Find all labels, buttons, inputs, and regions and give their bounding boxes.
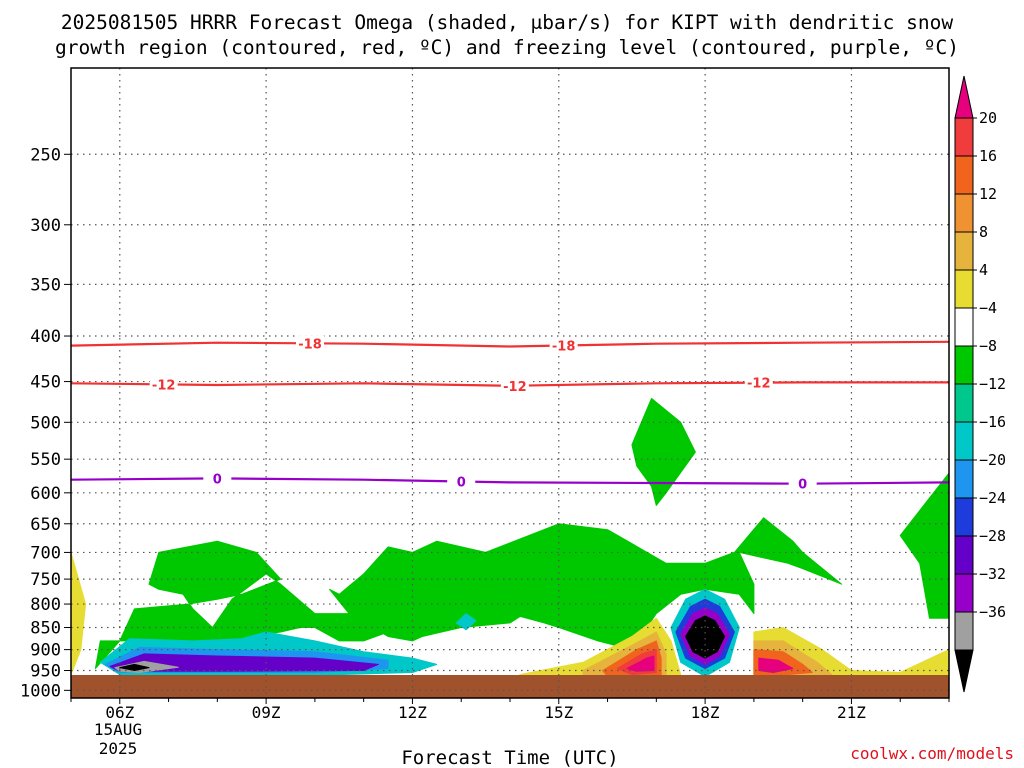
- colorbar-label-7: −12: [979, 375, 1006, 393]
- colorbar-segment-1: [954, 155, 974, 195]
- contour-label-bg-2-0: [203, 470, 232, 486]
- omega-region-23: [455, 613, 477, 631]
- x-tick-label-06Z: 06Z: [105, 703, 134, 722]
- contour-label-0-1: -18: [552, 339, 576, 354]
- contour-labels: -18 -18 -12 -12 -12 0 0 0: [149, 335, 817, 493]
- colorbar-segment-6: [954, 345, 974, 385]
- contour-label-bg-2-2: [788, 475, 817, 491]
- colorbar-segment-4: [954, 269, 974, 309]
- x-tick-label-12Z: 12Z: [398, 703, 427, 722]
- colorbar-label-0: 20: [979, 109, 997, 127]
- y-tick-label-250: 250: [30, 145, 61, 165]
- contour-label-bg-0-1: [549, 337, 578, 353]
- contour-label-bg-0-0: [296, 335, 325, 351]
- contour-label-1-0: -12: [152, 378, 176, 393]
- y-tick-label-750: 750: [30, 570, 61, 590]
- colorbar-bottom-arrow: [954, 649, 974, 693]
- colorbar-label-11: −28: [979, 527, 1006, 545]
- colorbar-segment-3: [954, 231, 974, 271]
- colorbar-segment-5: [954, 307, 974, 347]
- time-axis: 06Z 09Z 12Z 15Z 18Z 21Z: [70, 698, 950, 722]
- colorbar-label-13: −36: [979, 603, 1006, 621]
- colorbar-label-4: 4: [979, 261, 988, 279]
- x-tick-label-21Z: 21Z: [837, 703, 866, 722]
- date-line-day: 15AUG: [94, 720, 142, 739]
- contour-label-2-1: 0: [457, 475, 466, 490]
- ground-surface: [71, 675, 949, 698]
- colorbar: 20 16 12 8 4 −4 −8 −12 −16 −20 −24 −28 −32 −36: [954, 75, 1006, 693]
- y-tick-label-900: 900: [30, 641, 61, 661]
- colorbar-label-3: 8: [979, 223, 988, 241]
- contour-label-0-0: -18: [298, 337, 322, 352]
- colorbar-label-1: 16: [979, 147, 997, 165]
- contour-label-2-2: 0: [798, 478, 807, 493]
- contour-label-1-2: -12: [747, 377, 771, 392]
- contour-label-bg-1-2: [744, 374, 773, 390]
- colorbar-segment-7: [954, 383, 974, 423]
- y-tick-label-350: 350: [30, 275, 61, 295]
- omega-region-18: [758, 657, 794, 673]
- x-axis-label: Forecast Time (UTC): [401, 747, 618, 768]
- x-tick-label-18Z: 18Z: [691, 703, 720, 722]
- x-tick-label-09Z: 09Z: [252, 703, 281, 722]
- colorbar-label-5: −4: [979, 299, 997, 317]
- footer-credit: coolwx.com/models: [850, 744, 1014, 763]
- contour-line-0: [71, 340, 949, 348]
- y-tick-label-500: 500: [30, 413, 61, 433]
- contour-label-bg-2-1: [447, 473, 476, 489]
- omega-shading: [71, 397, 949, 685]
- omega-region-1: [353, 551, 540, 642]
- colorbar-label-9: −20: [979, 451, 1006, 469]
- y-tick-label-950: 950: [30, 662, 61, 682]
- colorbar-label-6: −8: [979, 337, 997, 355]
- y-tick-label-800: 800: [30, 595, 61, 615]
- omega-region-8: [119, 663, 150, 671]
- y-tick-label-700: 700: [30, 543, 61, 563]
- colorbar-segment-13: [954, 611, 974, 651]
- contour-label-1-1: -12: [503, 380, 527, 395]
- chart-title-line1: 2025081505 HRRR Forecast Omega (shaded, …: [61, 11, 953, 34]
- y-tick-label-1000: 1000: [20, 681, 61, 701]
- pressure-axis: 250 300 350 400 450 500 550 600 650 700 750 800 850 9…: [20, 145, 71, 701]
- y-tick-label-650: 650: [30, 515, 61, 535]
- colorbar-label-8: −16: [979, 413, 1006, 431]
- x-tick-label-15Z: 15Z: [544, 703, 573, 722]
- date-line-year: 2025: [99, 739, 138, 758]
- contour-label-bg-1-0: [149, 376, 178, 392]
- y-tick-label-300: 300: [30, 216, 61, 236]
- colorbar-label-2: 12: [979, 185, 997, 203]
- y-tick-label-600: 600: [30, 484, 61, 504]
- colorbar-segment-9: [954, 459, 974, 499]
- colorbar-segment-8: [954, 421, 974, 461]
- colorbar-segment-12: [954, 573, 974, 613]
- colorbar-segment-0: [954, 117, 974, 157]
- contour-label-2-0: 0: [213, 472, 222, 487]
- colorbar-label-12: −32: [979, 565, 1006, 583]
- y-tick-label-400: 400: [30, 327, 61, 347]
- omega-region-9: [71, 551, 87, 676]
- omega-region-22: [685, 615, 726, 659]
- y-tick-label-550: 550: [30, 450, 61, 470]
- contour-label-bg-1-1: [500, 377, 529, 393]
- colorbar-segment-11: [954, 535, 974, 575]
- colorbar-segment-10: [954, 497, 974, 537]
- colorbar-top-arrow: [954, 75, 974, 119]
- colorbar-label-10: −24: [979, 489, 1006, 507]
- y-tick-label-450: 450: [30, 373, 61, 393]
- chart-title-line2: growth region (contoured, red, ºC) and f…: [55, 36, 959, 59]
- y-tick-label-850: 850: [30, 618, 61, 638]
- colorbar-segment-2: [954, 193, 974, 233]
